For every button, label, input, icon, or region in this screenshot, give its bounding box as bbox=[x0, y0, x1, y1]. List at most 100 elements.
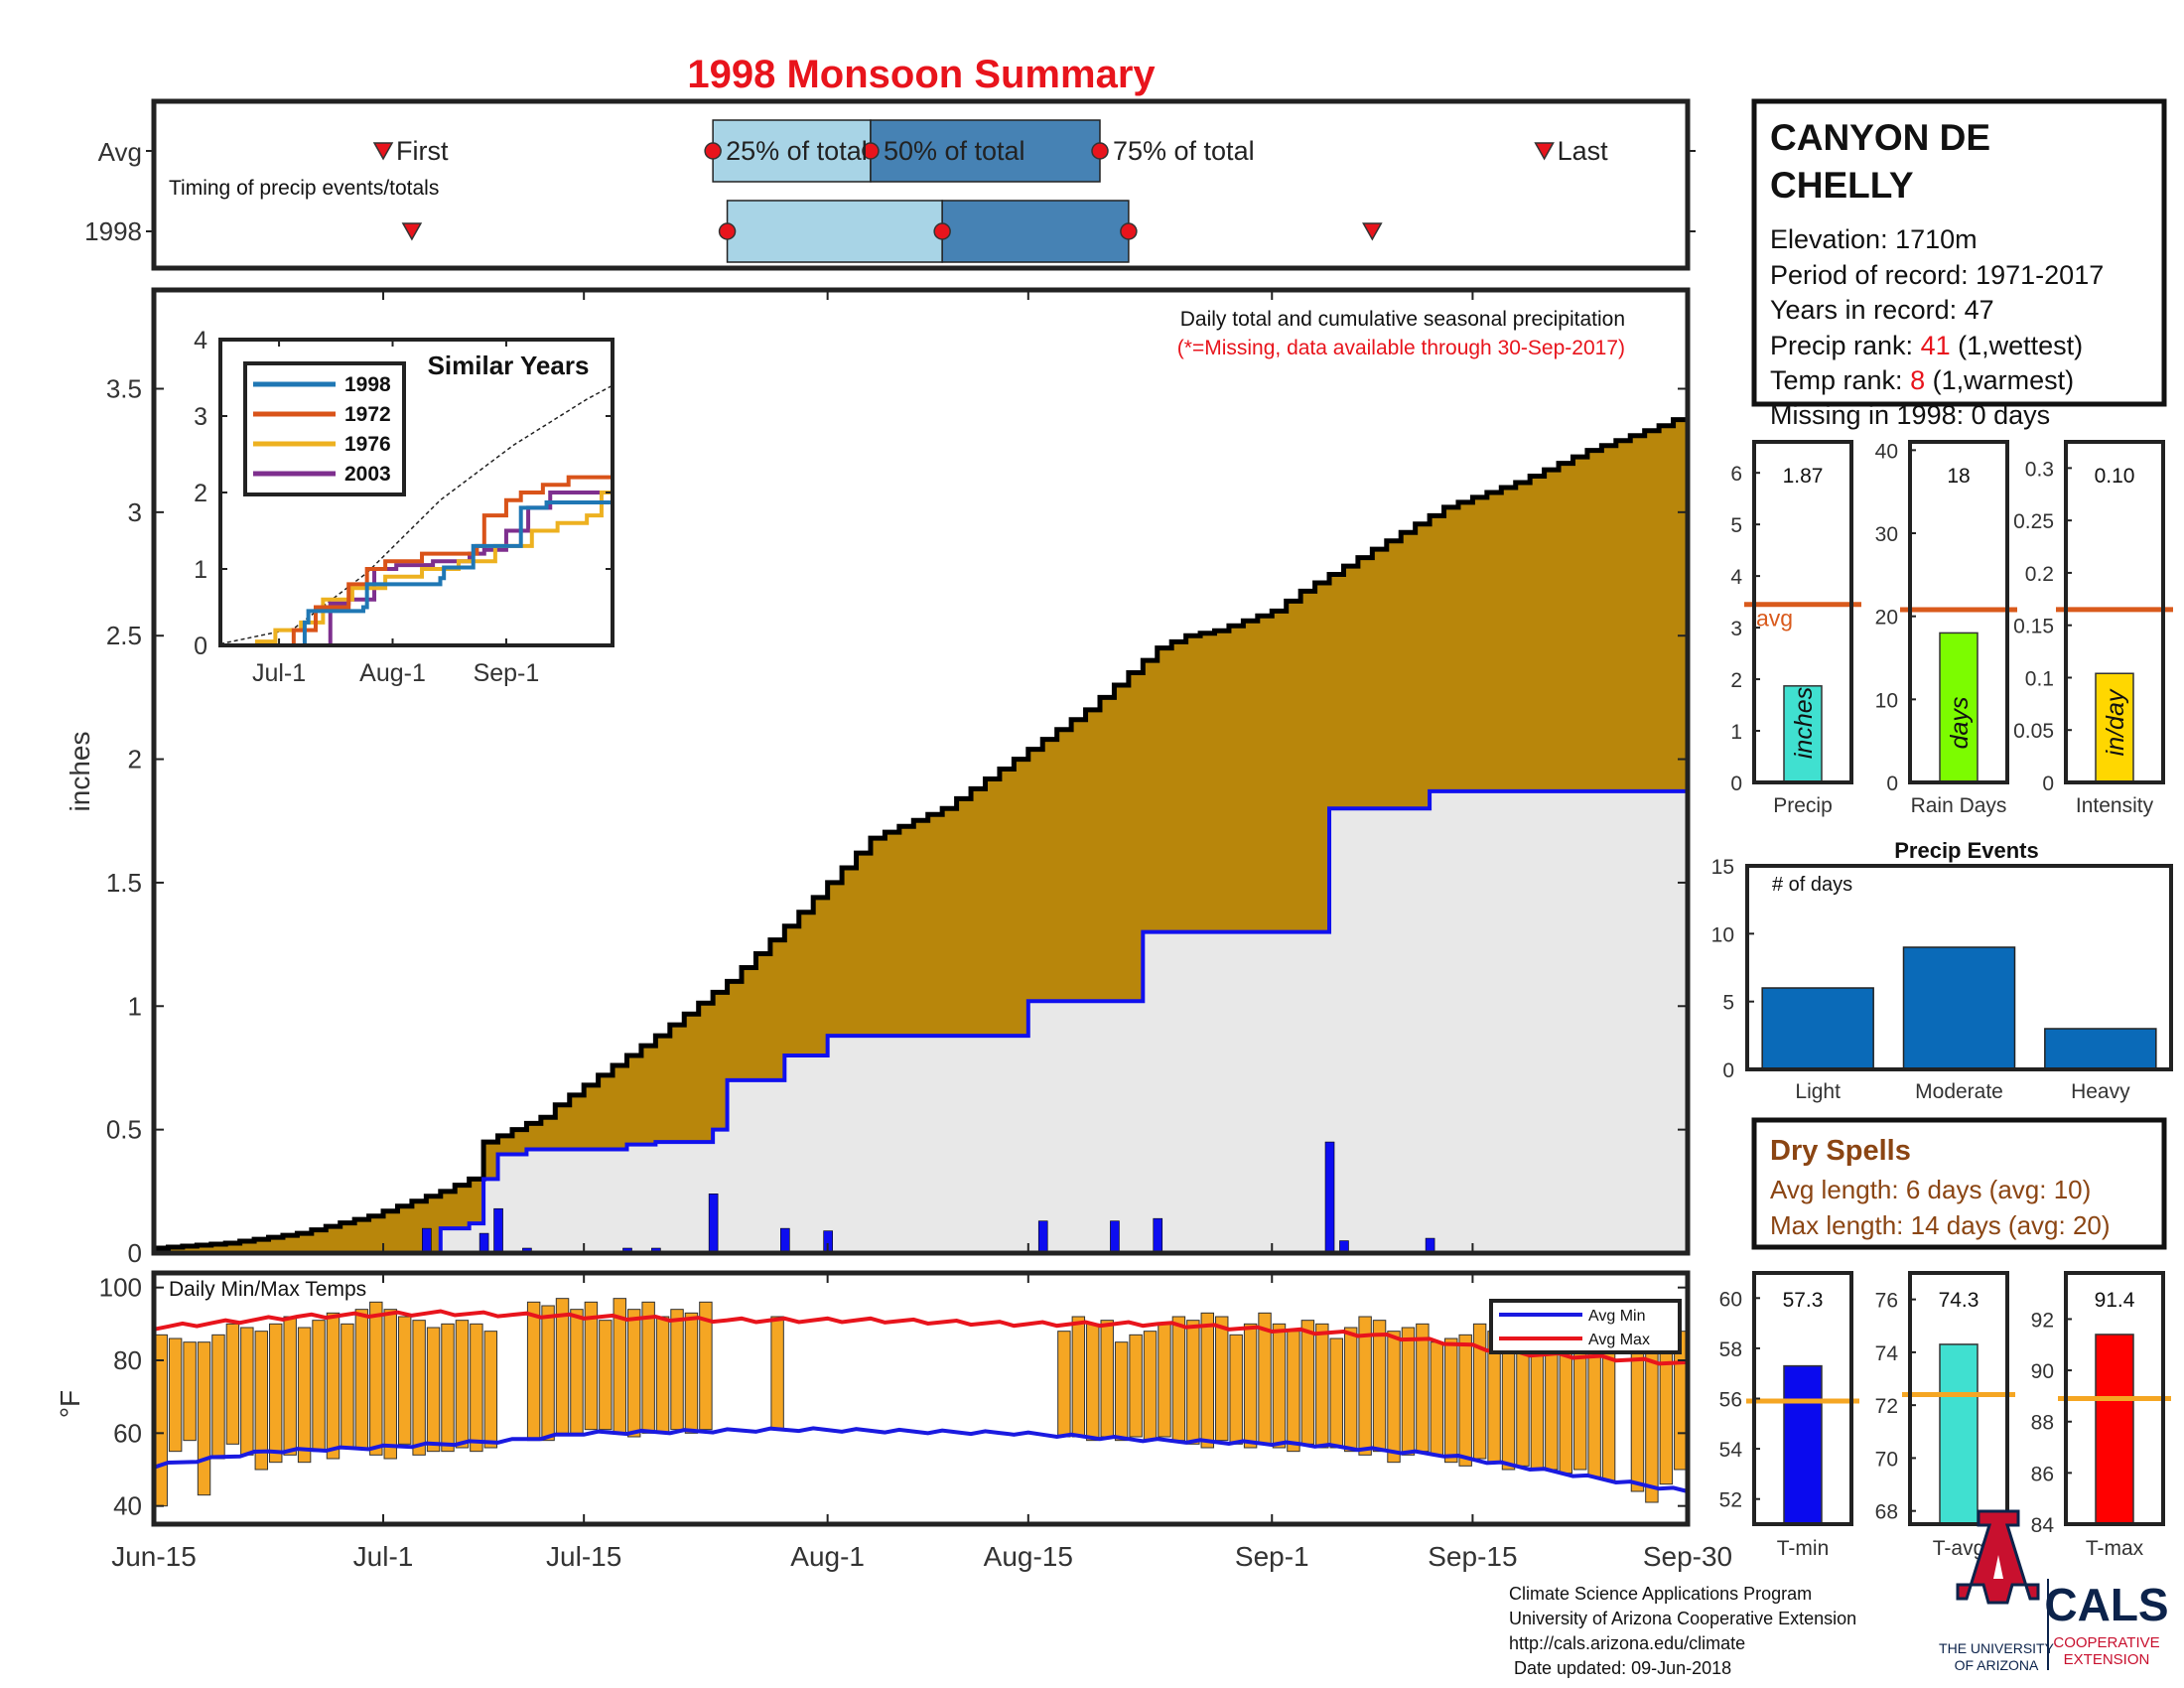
daily-precip-bar bbox=[1153, 1217, 1163, 1254]
stat-value: 18 bbox=[1947, 465, 1970, 488]
inset-legend-label-1976: 1976 bbox=[344, 433, 391, 456]
daily-precip-bar bbox=[1037, 1220, 1048, 1254]
precip-y-tick-label: 0 bbox=[128, 1238, 142, 1268]
precip-rank-note: (1,wettest) bbox=[1958, 331, 2083, 360]
daily-temp-bar bbox=[641, 1301, 655, 1434]
timing-marker-last-year bbox=[1362, 222, 1383, 241]
stat-label: Precip bbox=[1773, 794, 1833, 817]
temp-y-tick-label: 92 bbox=[2031, 1309, 2054, 1332]
daily-temp-bar bbox=[1158, 1323, 1171, 1438]
year-cumulative-line bbox=[154, 788, 1688, 1255]
precip-events-frame bbox=[1745, 864, 2173, 1071]
x-tick-label: Sep-1 bbox=[1235, 1541, 1309, 1572]
dry-spells-avg: Avg length: 6 days (avg: 10) bbox=[1770, 1175, 2091, 1204]
page-title: 1998 Monsoon Summary bbox=[687, 53, 1156, 96]
station-name-line1: CANYON DE bbox=[1770, 117, 1990, 158]
daily-temp-bar bbox=[1129, 1334, 1143, 1438]
daily-temp-bar bbox=[354, 1309, 369, 1449]
footer-line3: http://cals.arizona.edu/climate bbox=[1509, 1633, 1745, 1653]
stat-y-tick-label: 0.05 bbox=[2013, 720, 2054, 743]
temp-y-tick-label: 90 bbox=[2031, 1360, 2054, 1383]
inset-x-tick-label: Jul-1 bbox=[252, 659, 306, 687]
ua-text-line2: OF ARIZONA bbox=[1955, 1657, 2039, 1673]
daily-temp-bar bbox=[1358, 1316, 1372, 1456]
daily-temp-bar bbox=[555, 1298, 570, 1434]
precip-rank-value: 41 bbox=[1921, 331, 1951, 360]
temp-y-tick-label: 74 bbox=[1875, 1342, 1899, 1365]
temps-panel: Daily Min/Max Temps °F Avg Min Avg Max 40… bbox=[55, 1270, 1691, 1527]
inset-series-2003 bbox=[220, 491, 613, 647]
x-tick-label: Jun-15 bbox=[111, 1541, 197, 1572]
temp-y-tick-label: 60 bbox=[1719, 1288, 1742, 1311]
station-temp-rank: Temp rank: 8 (1,warmest) bbox=[1770, 365, 2074, 395]
daily-temp-bar bbox=[183, 1341, 197, 1442]
daily-temp-bar bbox=[1416, 1323, 1430, 1453]
logo-divider bbox=[2047, 1579, 2049, 1670]
university-of-arizona-logo: THE UNIVERSITY OF ARIZONA bbox=[1939, 1509, 2055, 1673]
dry-spells-max: Max length: 14 days (avg: 20) bbox=[1770, 1210, 2111, 1240]
daily-temp-bar bbox=[1300, 1320, 1315, 1445]
daily-temp-bar bbox=[1530, 1337, 1545, 1471]
temp-y-tick-label: 88 bbox=[2031, 1412, 2054, 1435]
daily-temp-bar bbox=[599, 1320, 613, 1431]
precip-y-label: inches bbox=[65, 732, 95, 812]
temp-y-tick-label: 72 bbox=[1875, 1395, 1898, 1418]
daily-temp-bar bbox=[1472, 1323, 1487, 1460]
temp-panel-frame bbox=[2064, 1271, 2165, 1526]
daily-temp-bar bbox=[1315, 1323, 1329, 1449]
daily-temp-bar bbox=[1329, 1337, 1343, 1449]
daily-temp-bar bbox=[168, 1337, 183, 1453]
stat-y-tick-label: 3 bbox=[1730, 618, 1742, 640]
station-period: Period of record: 1971-2017 bbox=[1770, 260, 2104, 290]
daily-temp-bar bbox=[1143, 1331, 1158, 1442]
daily-temp-bar bbox=[483, 1331, 498, 1449]
daily-temp-bar bbox=[1186, 1320, 1200, 1445]
daily-temp-bar bbox=[684, 1312, 699, 1434]
daily-precip-bar bbox=[708, 1194, 719, 1254]
year-cumulative-area bbox=[154, 790, 1688, 1253]
station-frame bbox=[1751, 98, 2167, 407]
daily-temp-bar bbox=[1287, 1331, 1300, 1453]
daily-precip-bar bbox=[422, 1227, 432, 1254]
daily-temp-bar bbox=[770, 1316, 784, 1431]
station-missing: Missing in 1998: 0 days bbox=[1770, 400, 2050, 430]
station-precip-rank: Precip rank: 41 (1,wettest) bbox=[1770, 331, 2083, 360]
daily-temp-bar bbox=[254, 1331, 269, 1471]
stat-value: 0.10 bbox=[2095, 465, 2135, 488]
temp-y-tick-label: 84 bbox=[2031, 1514, 2055, 1537]
temp-stat-panels: 57.3 52 54 56 58 60 T-min 74.3 68 70 72 74 76 T-avg 91… bbox=[1719, 1271, 2171, 1560]
temp-y-tick-label: 52 bbox=[1719, 1489, 1742, 1512]
daily-temp-bar bbox=[341, 1323, 354, 1449]
timing-row-label-year: 1998 bbox=[84, 216, 142, 246]
timing-box-25-50-avg bbox=[712, 119, 872, 183]
missing-note: (*=Missing, data available through 30-Se… bbox=[1177, 337, 1625, 359]
stat-unit-label: in/day bbox=[2102, 688, 2129, 756]
dry-spells-frame bbox=[1751, 1117, 2167, 1250]
daily-temp-bar bbox=[1272, 1323, 1287, 1449]
station-elevation: Elevation: 1710m bbox=[1770, 224, 1978, 254]
inset-legend-label-2003: 2003 bbox=[344, 463, 391, 486]
footer-line1: Climate Science Applications Program bbox=[1509, 1584, 1812, 1604]
daily-temp-bar bbox=[225, 1323, 240, 1445]
stat-unit-label: days bbox=[1946, 697, 1974, 750]
stat-y-tick-label: 4 bbox=[1730, 566, 1742, 589]
daily-precip-bar bbox=[493, 1207, 503, 1254]
inset-y-tick-label: 4 bbox=[194, 327, 207, 354]
footer-line2: University of Arizona Cooperative Extens… bbox=[1509, 1609, 1856, 1628]
stat-y-tick-label: 5 bbox=[1730, 514, 1742, 537]
daily-temp-bar bbox=[655, 1316, 670, 1434]
x-tick-label: Jul-15 bbox=[546, 1541, 621, 1572]
temps-y-tick-label: 40 bbox=[113, 1491, 142, 1521]
logos: THE UNIVERSITY OF ARIZONA CALS COOPERATI… bbox=[1939, 1509, 2169, 1673]
temp-y-tick-label: 68 bbox=[1875, 1501, 1898, 1524]
precip-y-tick-label: 1.5 bbox=[106, 868, 142, 898]
footer-line4: Date updated: 09-Jun-2018 bbox=[1514, 1658, 1731, 1678]
temps-y-label: °F bbox=[55, 1390, 85, 1418]
temp-y-tick-label: 70 bbox=[1875, 1448, 1898, 1471]
temps-label: Daily Min/Max Temps bbox=[169, 1278, 366, 1301]
x-axis: Jun-15 Jul-1 Jul-15 Aug-1 Aug-15 Sep-1 Sep-15 S… bbox=[111, 290, 1732, 1572]
temp-bar-T-min bbox=[1783, 1364, 1823, 1525]
stat-y-tick-label: 0 bbox=[1886, 773, 1898, 795]
stat-y-tick-label: 30 bbox=[1875, 523, 1898, 546]
